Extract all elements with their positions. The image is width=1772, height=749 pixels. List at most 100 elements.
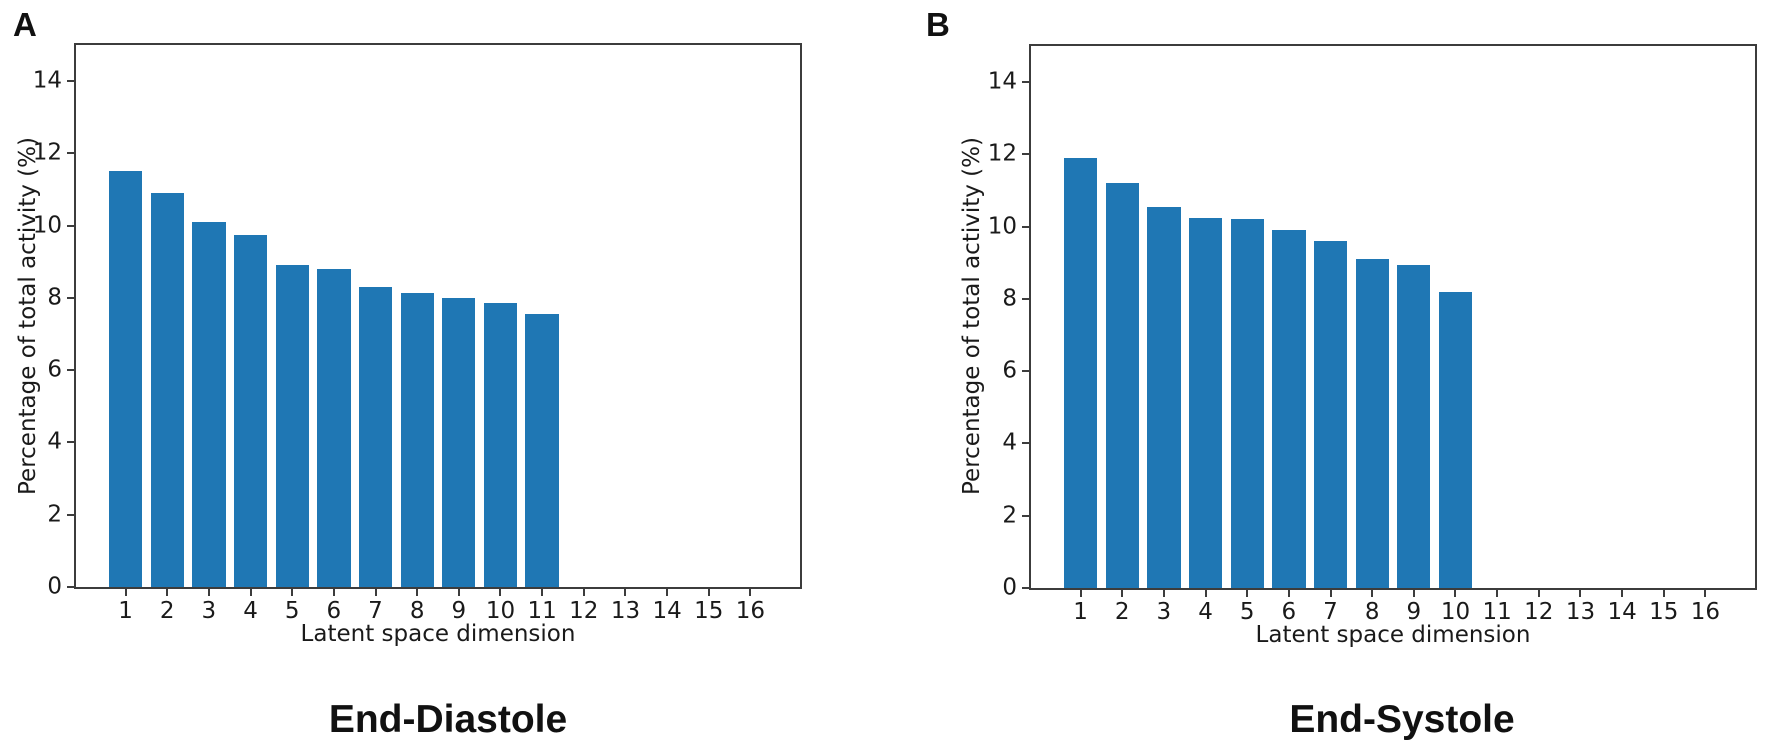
x-tick-label: 6	[1281, 599, 1297, 625]
y-tick	[67, 369, 74, 372]
y-tick	[1022, 81, 1029, 84]
x-tick-label: 6	[326, 598, 342, 624]
y-tick	[67, 586, 74, 588]
x-tick	[1412, 590, 1415, 597]
x-tick-label: 15	[1649, 599, 1679, 625]
y-tick-label: 2	[47, 501, 62, 528]
y-tick-label: 0	[1002, 574, 1017, 601]
y-tick	[67, 224, 74, 227]
y-tick-label: 2	[1002, 502, 1017, 529]
y-tick-label: 4	[1002, 429, 1017, 456]
bar-dim-5	[1230, 219, 1264, 588]
bar-dim-4	[1188, 217, 1223, 588]
y-tick-label: 14	[32, 67, 62, 94]
bar-dim-5	[275, 265, 309, 587]
x-tick-label: 11	[1482, 599, 1512, 625]
panel-title: End-Systole	[1289, 698, 1515, 741]
x-tick	[666, 589, 669, 596]
y-tick-label: 10	[987, 213, 1017, 240]
x-tick-label: 8	[409, 598, 425, 624]
x-tick-label: 1	[118, 598, 133, 624]
x-tick	[1621, 590, 1624, 597]
y-tick	[1022, 587, 1029, 589]
bar-dim-11	[525, 314, 559, 587]
y-tick-label: 6	[1002, 357, 1017, 384]
bar-dim-3	[192, 222, 226, 587]
x-tick-label: 16	[1690, 599, 1721, 625]
x-tick	[707, 589, 710, 596]
bar-dim-4	[233, 234, 268, 587]
bar-dim-6	[1272, 230, 1306, 588]
x-tick-label: 2	[159, 598, 175, 624]
bar-dim-1	[1063, 158, 1098, 588]
bar-dim-2	[150, 193, 184, 587]
x-tick	[1579, 590, 1582, 597]
x-tick	[1246, 590, 1249, 597]
x-tick-label: 1	[1073, 599, 1088, 625]
x-tick-label: 4	[1198, 599, 1213, 625]
x-tick	[249, 589, 252, 596]
panel-title: End-Diastole	[328, 698, 568, 741]
x-tick-label: 9	[1406, 599, 1422, 625]
x-tick	[166, 589, 169, 596]
x-tick-label: 12	[569, 598, 599, 624]
x-tick-label: 14	[1607, 599, 1637, 625]
x-tick	[1704, 590, 1707, 597]
panel-letter-b: B	[926, 6, 950, 43]
x-tick-label: 9	[451, 598, 467, 624]
x-axis-label: Latent space dimension	[300, 621, 576, 647]
x-axis-label: Latent space dimension	[1255, 622, 1531, 648]
x-tick-label: 16	[735, 598, 766, 624]
y-tick-label: 8	[1002, 285, 1017, 312]
y-tick	[1022, 370, 1029, 373]
x-tick	[624, 589, 627, 596]
x-tick	[1329, 590, 1332, 597]
bar-dim-10	[483, 303, 518, 587]
y-axis-label: Percentage of total activity (%)	[959, 137, 985, 495]
y-tick-label: 14	[987, 68, 1017, 95]
x-tick	[374, 589, 377, 596]
x-tick-label: 13	[1565, 599, 1596, 625]
x-tick	[416, 589, 419, 596]
x-tick	[1121, 590, 1124, 597]
x-tick	[457, 589, 460, 596]
plot-area: 0 2 4 6 8 10 12 14 1 2 3 4 5 6 7 8 9 10 11 12 13 14 15 16	[33, 43, 802, 623]
x-tick-label: 4	[243, 598, 258, 624]
bar-dim-8	[1355, 259, 1389, 588]
x-tick	[332, 589, 335, 596]
y-tick	[67, 296, 74, 299]
y-tick	[1022, 153, 1029, 156]
x-tick-label: 2	[1114, 599, 1130, 625]
y-tick-label: 10	[32, 212, 62, 239]
x-tick	[1662, 590, 1665, 597]
x-tick-label: 7	[1323, 599, 1338, 625]
bar-dim-6	[317, 269, 351, 587]
x-tick-label: 12	[1524, 599, 1554, 625]
y-tick	[67, 513, 74, 516]
bar-dim-8	[400, 292, 434, 587]
x-tick-label: 11	[527, 598, 557, 624]
x-tick	[1287, 590, 1290, 597]
x-tick-label: 5	[284, 598, 300, 624]
y-tick	[67, 441, 74, 444]
x-tick-label: 14	[652, 598, 682, 624]
bar-dim-7	[1313, 241, 1348, 588]
x-tick-label: 3	[1156, 599, 1172, 625]
bar-dim-2	[1105, 183, 1139, 588]
x-tick	[1162, 590, 1165, 597]
panel-letter-a: A	[13, 6, 37, 43]
bar-dim-9	[1397, 264, 1431, 588]
bar-dim-3	[1147, 206, 1181, 588]
x-tick-label: 10	[1440, 599, 1471, 625]
x-tick-label: 15	[694, 598, 724, 624]
y-tick	[1022, 514, 1029, 517]
x-tick-label: 13	[610, 598, 641, 624]
x-tick	[1496, 590, 1499, 597]
bar-dim-9	[442, 297, 476, 587]
x-tick	[1371, 590, 1374, 597]
x-tick-label: 10	[485, 598, 516, 624]
y-tick-label: 12	[987, 140, 1017, 167]
